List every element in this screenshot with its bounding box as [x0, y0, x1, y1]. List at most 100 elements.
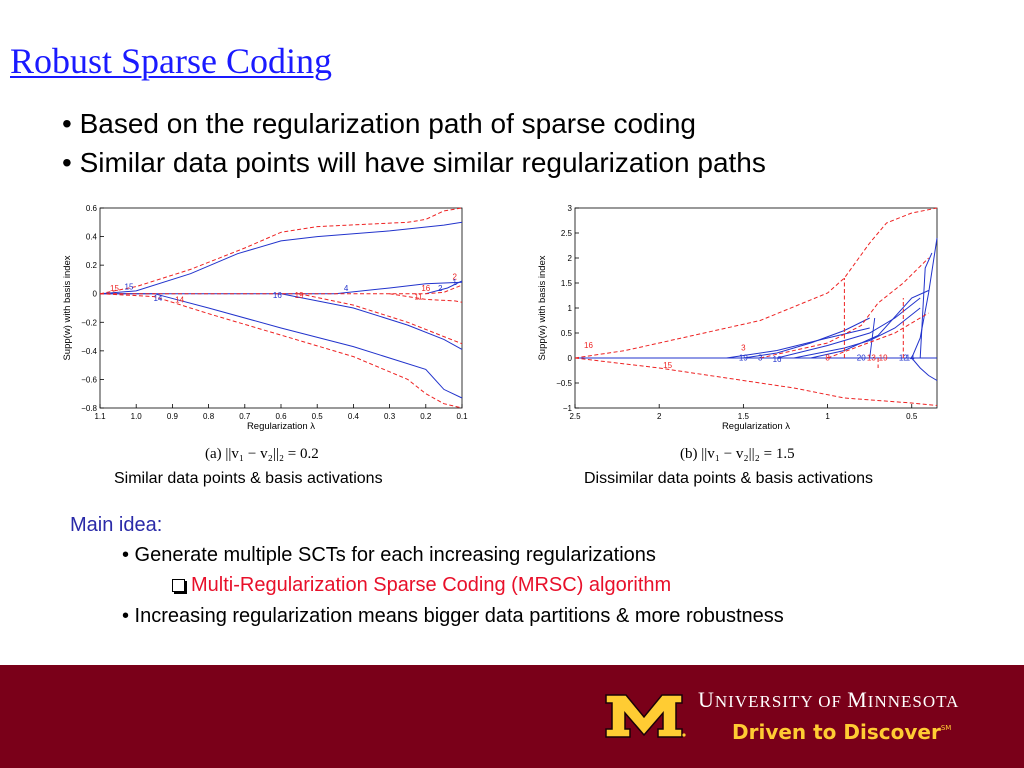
y-axis-label: Supp(w) with basis index [62, 255, 73, 360]
tagline: Driven to DiscoverSM [732, 720, 951, 744]
path-index-label: 4 [344, 284, 349, 293]
series-line [869, 317, 876, 359]
university-name-part: U [698, 687, 715, 712]
series-line [100, 284, 463, 295]
plot-frame [99, 207, 463, 409]
path-index-label: 19 [879, 354, 888, 363]
path-index-label: 11 [414, 292, 423, 301]
series-line [743, 317, 870, 359]
tagline-text: Driven to Discover [732, 720, 941, 744]
series-line [919, 252, 933, 359]
chart-left-svg: 1.1 1.0 0.9 0.8 0.7 0.6 0.5 0.4 0.3 0.2 0.1 −0.8 −0.… [62, 204, 468, 432]
path-index-label: 2 [453, 272, 458, 281]
chart-left-caption: Similar data points & basis activations [114, 470, 383, 487]
bullet-item: • Based on the regularization path of sp… [62, 108, 696, 139]
y-tick-label: 2.5 [561, 229, 573, 238]
x-tick-label: 2.5 [569, 412, 581, 421]
series-line [99, 207, 463, 295]
y-tick-label: −0.6 [81, 375, 97, 384]
series-line [298, 293, 463, 345]
path-index-label: 19 [739, 354, 748, 363]
series-line [425, 280, 463, 295]
path-index-label: 16 [421, 284, 430, 293]
x-tick-label: 0.5 [312, 412, 324, 421]
chart-right-subcaption: (b) ||v₁ − v₂||₂ = 1.5 [680, 446, 795, 462]
series-line [574, 357, 938, 406]
y-tick-label: −1 [563, 404, 573, 413]
series-line [574, 207, 938, 359]
university-name-part: M [847, 687, 868, 712]
x-tick-label: 2 [657, 412, 662, 421]
y-tick-label: 3 [568, 204, 573, 213]
chart-left: 1.1 1.0 0.9 0.8 0.7 0.6 0.5 0.4 0.3 0.2 0.1 −0.8 −0.… [60, 200, 480, 440]
x-axis-label: Regularization λ [722, 421, 790, 432]
x-tick-label: 1.0 [131, 412, 143, 421]
x-tick-label: 0.1 [456, 412, 468, 421]
x-tick-label: 1.5 [738, 412, 750, 421]
university-name-part: INNESOTA [867, 692, 960, 711]
y-tick-label: 0.4 [86, 233, 98, 242]
y-tick-label: 0.6 [86, 204, 98, 213]
path-index-label: 14 [153, 294, 162, 303]
y-tick-label: 0 [568, 354, 573, 363]
path-index-label: 14 [906, 354, 915, 363]
plot-frame [574, 207, 938, 409]
main-idea-point: • Generate multiple SCTs for each increa… [122, 544, 656, 566]
series-line [99, 293, 463, 409]
series-line [793, 307, 921, 359]
series-line [389, 293, 463, 303]
path-index-label: 12 [899, 354, 908, 363]
path-index-label: 15 [110, 284, 119, 293]
series-line [99, 221, 463, 295]
y-tick-label: −0.8 [81, 404, 97, 413]
path-index-label: 14 [175, 295, 184, 304]
y-tick-label: 0.2 [86, 261, 98, 270]
y-tick-label: −0.2 [81, 318, 97, 327]
path-index-label: 3 [741, 344, 746, 353]
y-axis-label: Supp(w) with basis index [537, 255, 548, 360]
service-mark: SM [940, 724, 952, 732]
path-index-label: 16 [584, 341, 593, 350]
y-tick-label: 1.5 [561, 279, 573, 288]
x-tick-label: 0.5 [906, 412, 918, 421]
path-index-label: 1 [453, 278, 458, 287]
series-line [827, 312, 929, 359]
bullet-item: • Similar data points will have similar … [62, 147, 766, 178]
mrsc-algorithm-label: Multi-Regularization Sparse Coding (MRSC… [191, 574, 672, 596]
x-axis-label: Regularization λ [247, 421, 315, 432]
series-line [911, 357, 938, 381]
path-index-label: 2 [438, 284, 443, 293]
y-tick-label: 0.5 [561, 329, 573, 338]
chart-right-caption: Dissimilar data points & basis activatio… [584, 470, 874, 487]
path-index-label: 19 [295, 291, 304, 300]
university-name-part: NIVERSITY OF [714, 692, 848, 711]
footer-banner: UNIVERSITY OF MINNESOTA Driven to Discov… [0, 665, 1024, 768]
main-idea-heading: Main idea: [70, 514, 163, 536]
x-tick-label: 0.3 [384, 412, 396, 421]
series-line [911, 237, 938, 359]
path-index-label: 3 [758, 354, 763, 363]
series-line [726, 327, 870, 359]
main-idea-point: • Increasing regularization means bigger… [122, 605, 784, 627]
y-tick-label: −0.5 [556, 379, 572, 388]
path-index-label: 15 [125, 282, 134, 291]
x-tick-label: 0.4 [348, 412, 360, 421]
path-index-label: 20 [857, 354, 866, 363]
y-tick-label: 0 [93, 290, 98, 299]
x-tick-label: 0.8 [203, 412, 215, 421]
x-tick-label: 1.1 [94, 412, 106, 421]
slide-title: Robust Sparse Coding [10, 41, 333, 81]
university-m-logo-icon [605, 694, 686, 738]
chart-left-subcaption: (a) ||v₁ − v₂||₂ = 0.2 [205, 446, 319, 462]
chart-right: 2.5 2 1.5 1 0.5 −1 −0.5 0 0.5 1 1.5 2 2.5 3 16 15 3 19 3 16… [535, 200, 955, 440]
path-index-label: 16 [773, 355, 782, 364]
x-tick-label: 1 [825, 412, 830, 421]
y-tick-label: 1 [568, 304, 573, 313]
y-tick-label: −0.4 [81, 347, 97, 356]
path-index-label: 16 [273, 291, 282, 300]
series-line [810, 290, 929, 359]
path-index-label: 13 [867, 354, 876, 363]
checkbox-bullet-icon [172, 579, 185, 592]
main-idea-subpoint: Multi-Regularization Sparse Coding (MRSC… [172, 574, 671, 597]
